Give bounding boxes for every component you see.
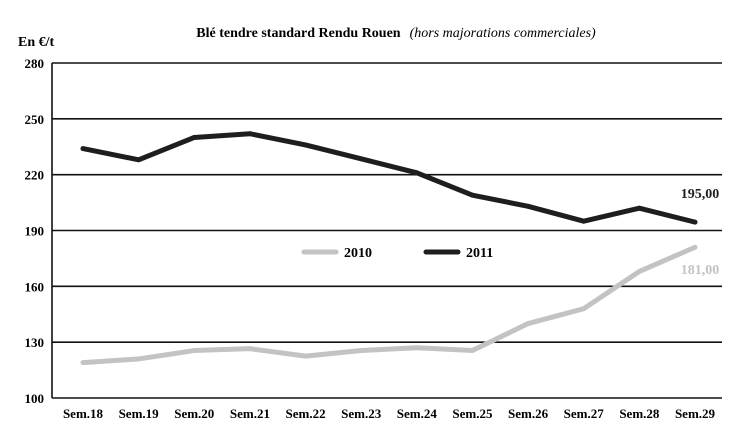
- x-tick-label: Sem.21: [230, 406, 270, 421]
- y-tick-labels: 100 130 160 190 220 250 280: [25, 56, 45, 406]
- data-point-2010: [692, 244, 698, 250]
- series-lines: [80, 131, 698, 366]
- data-point-2011: [247, 131, 253, 137]
- chart-subtitle: (hors majorations commerciales): [410, 26, 596, 41]
- data-point-2010: [80, 360, 86, 366]
- chart-title: Blé tendre standard Rendu Rouen (hors ma…: [196, 24, 596, 41]
- y-tick-label: 160: [25, 279, 45, 294]
- data-point-2010: [581, 306, 587, 312]
- x-tick-label: Sem.26: [508, 406, 549, 421]
- y-axis-label: En €/t: [18, 35, 55, 50]
- data-point-2010: [136, 356, 142, 362]
- y-tick-label: 280: [25, 56, 45, 71]
- end-value-label-2010: 181,00: [681, 263, 720, 278]
- y-tick-label: 190: [25, 224, 45, 239]
- x-tick-label: Sem.22: [285, 406, 325, 421]
- x-tick-labels: Sem.18 Sem.19 Sem.20 Sem.21 Sem.22 Sem.23 Sem.…: [63, 406, 716, 421]
- x-tick-label: Sem.25: [452, 406, 493, 421]
- data-point-2011: [191, 135, 197, 140]
- x-tick-label: Sem.19: [119, 406, 160, 421]
- data-point-2010: [414, 345, 420, 351]
- data-point-2010: [247, 346, 253, 352]
- data-point-2010: [525, 321, 531, 326]
- y-tick-label: 100: [25, 391, 45, 406]
- data-point-2010: [303, 353, 308, 359]
- data-point-2011: [470, 192, 475, 198]
- y-tick-label: 130: [25, 335, 45, 350]
- data-point-2011: [581, 218, 587, 224]
- grid-lines: [51, 62, 722, 399]
- legend: 2010 2011: [301, 246, 493, 261]
- data-point-2011: [692, 219, 698, 225]
- end-value-label-2011: 195,00: [681, 187, 720, 202]
- legend-label-2010: 2010: [344, 246, 372, 261]
- x-tick-label: Sem.29: [675, 406, 716, 421]
- data-point-2011: [414, 170, 420, 176]
- x-tick-label: Sem.18: [63, 406, 104, 421]
- chart-title-main: Blé tendre standard Rendu Rouen: [196, 26, 401, 41]
- data-point-2011: [136, 157, 142, 163]
- data-point-2010: [470, 348, 475, 353]
- x-tick-label: Sem.24: [397, 406, 438, 421]
- data-point-2010: [358, 348, 364, 353]
- end-labels: 181,00 195,00: [681, 187, 720, 278]
- data-point-2011: [358, 156, 364, 162]
- y-tick-label: 250: [25, 112, 45, 127]
- data-point-2011: [636, 205, 642, 211]
- data-point-2010: [636, 269, 642, 274]
- data-point-2011: [80, 146, 86, 152]
- legend-label-2011: 2011: [466, 246, 493, 261]
- data-point-2011: [303, 142, 308, 148]
- x-tick-label: Sem.27: [564, 406, 605, 421]
- data-point-2010: [191, 348, 197, 353]
- data-point-2011: [525, 203, 531, 209]
- x-tick-label: Sem.23: [341, 406, 382, 421]
- series-line-2010: [80, 244, 698, 366]
- x-tick-label: Sem.20: [174, 406, 214, 421]
- y-tick-label: 220: [25, 168, 45, 183]
- x-tick-label: Sem.28: [619, 406, 660, 421]
- series-line-2011: [80, 131, 698, 225]
